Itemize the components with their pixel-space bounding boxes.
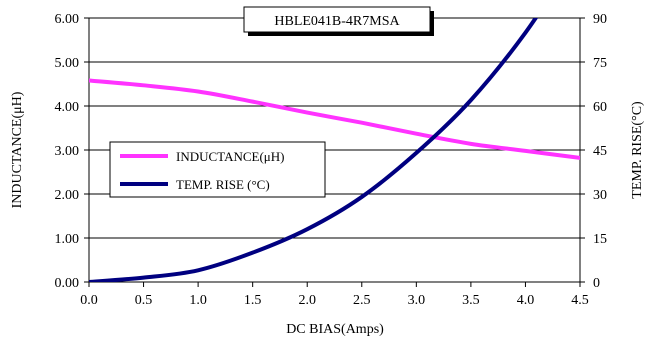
- x-tick-label: 1.0: [189, 293, 207, 308]
- series-layer: [89, 18, 580, 282]
- x-tick-label: 0.0: [80, 293, 98, 308]
- y-tick-label: 3.00: [55, 144, 80, 159]
- x-tick-label: 0.5: [135, 293, 153, 308]
- x-tick-label: 3.5: [462, 293, 480, 308]
- x-tick-label: 2.0: [298, 293, 316, 308]
- x-tick-label: 2.5: [353, 293, 371, 308]
- x-axis-title: DC BIAS(Amps): [286, 322, 384, 337]
- y-tick-label: 6.00: [55, 12, 80, 27]
- series-line-temp-rise: [89, 18, 539, 282]
- y2-tick-label: 0: [593, 276, 600, 291]
- y-tick-label: 0.00: [55, 276, 80, 291]
- chart-title: HBLE041B-4R7MSA: [274, 14, 400, 29]
- y2-tick-label: 60: [593, 100, 607, 115]
- legend-label-temp-rise: TEMP. RISE (°C): [176, 177, 270, 192]
- x-tick-label: 4.0: [517, 293, 535, 308]
- x-tick-label: 3.0: [408, 293, 426, 308]
- y2-tick-label: 90: [593, 12, 607, 27]
- y-tick-label: 1.00: [55, 232, 80, 247]
- y2-tick-label: 75: [593, 56, 607, 71]
- x-tick-label: 4.5: [571, 293, 589, 308]
- y-axis-title: INDUCTANCE(μH): [10, 91, 25, 208]
- series-line-inductance: [89, 78, 580, 160]
- y2-tick-label: 30: [593, 188, 607, 203]
- x-tick-label: 1.5: [244, 293, 262, 308]
- y-tick-label: 2.00: [55, 188, 80, 203]
- axis-ticks: 0.00 1.00 2.00 3.00 4.00 5.00 6.00 0 15 30 45 60 75 9…: [55, 12, 608, 308]
- legend-box: [109, 141, 326, 198]
- y2-axis-title: TEMP. RISE(°C): [630, 101, 645, 199]
- y-tick-label: 5.00: [55, 56, 80, 71]
- y-tick-label: 4.00: [55, 100, 80, 115]
- y2-tick-label: 45: [593, 144, 607, 159]
- y2-tick-label: 15: [593, 232, 607, 247]
- legend: INDUCTANCE(μH) TEMP. RISE (°C): [109, 141, 326, 198]
- title-box: [243, 6, 431, 33]
- legend-label-inductance: INDUCTANCE(μH): [176, 149, 284, 164]
